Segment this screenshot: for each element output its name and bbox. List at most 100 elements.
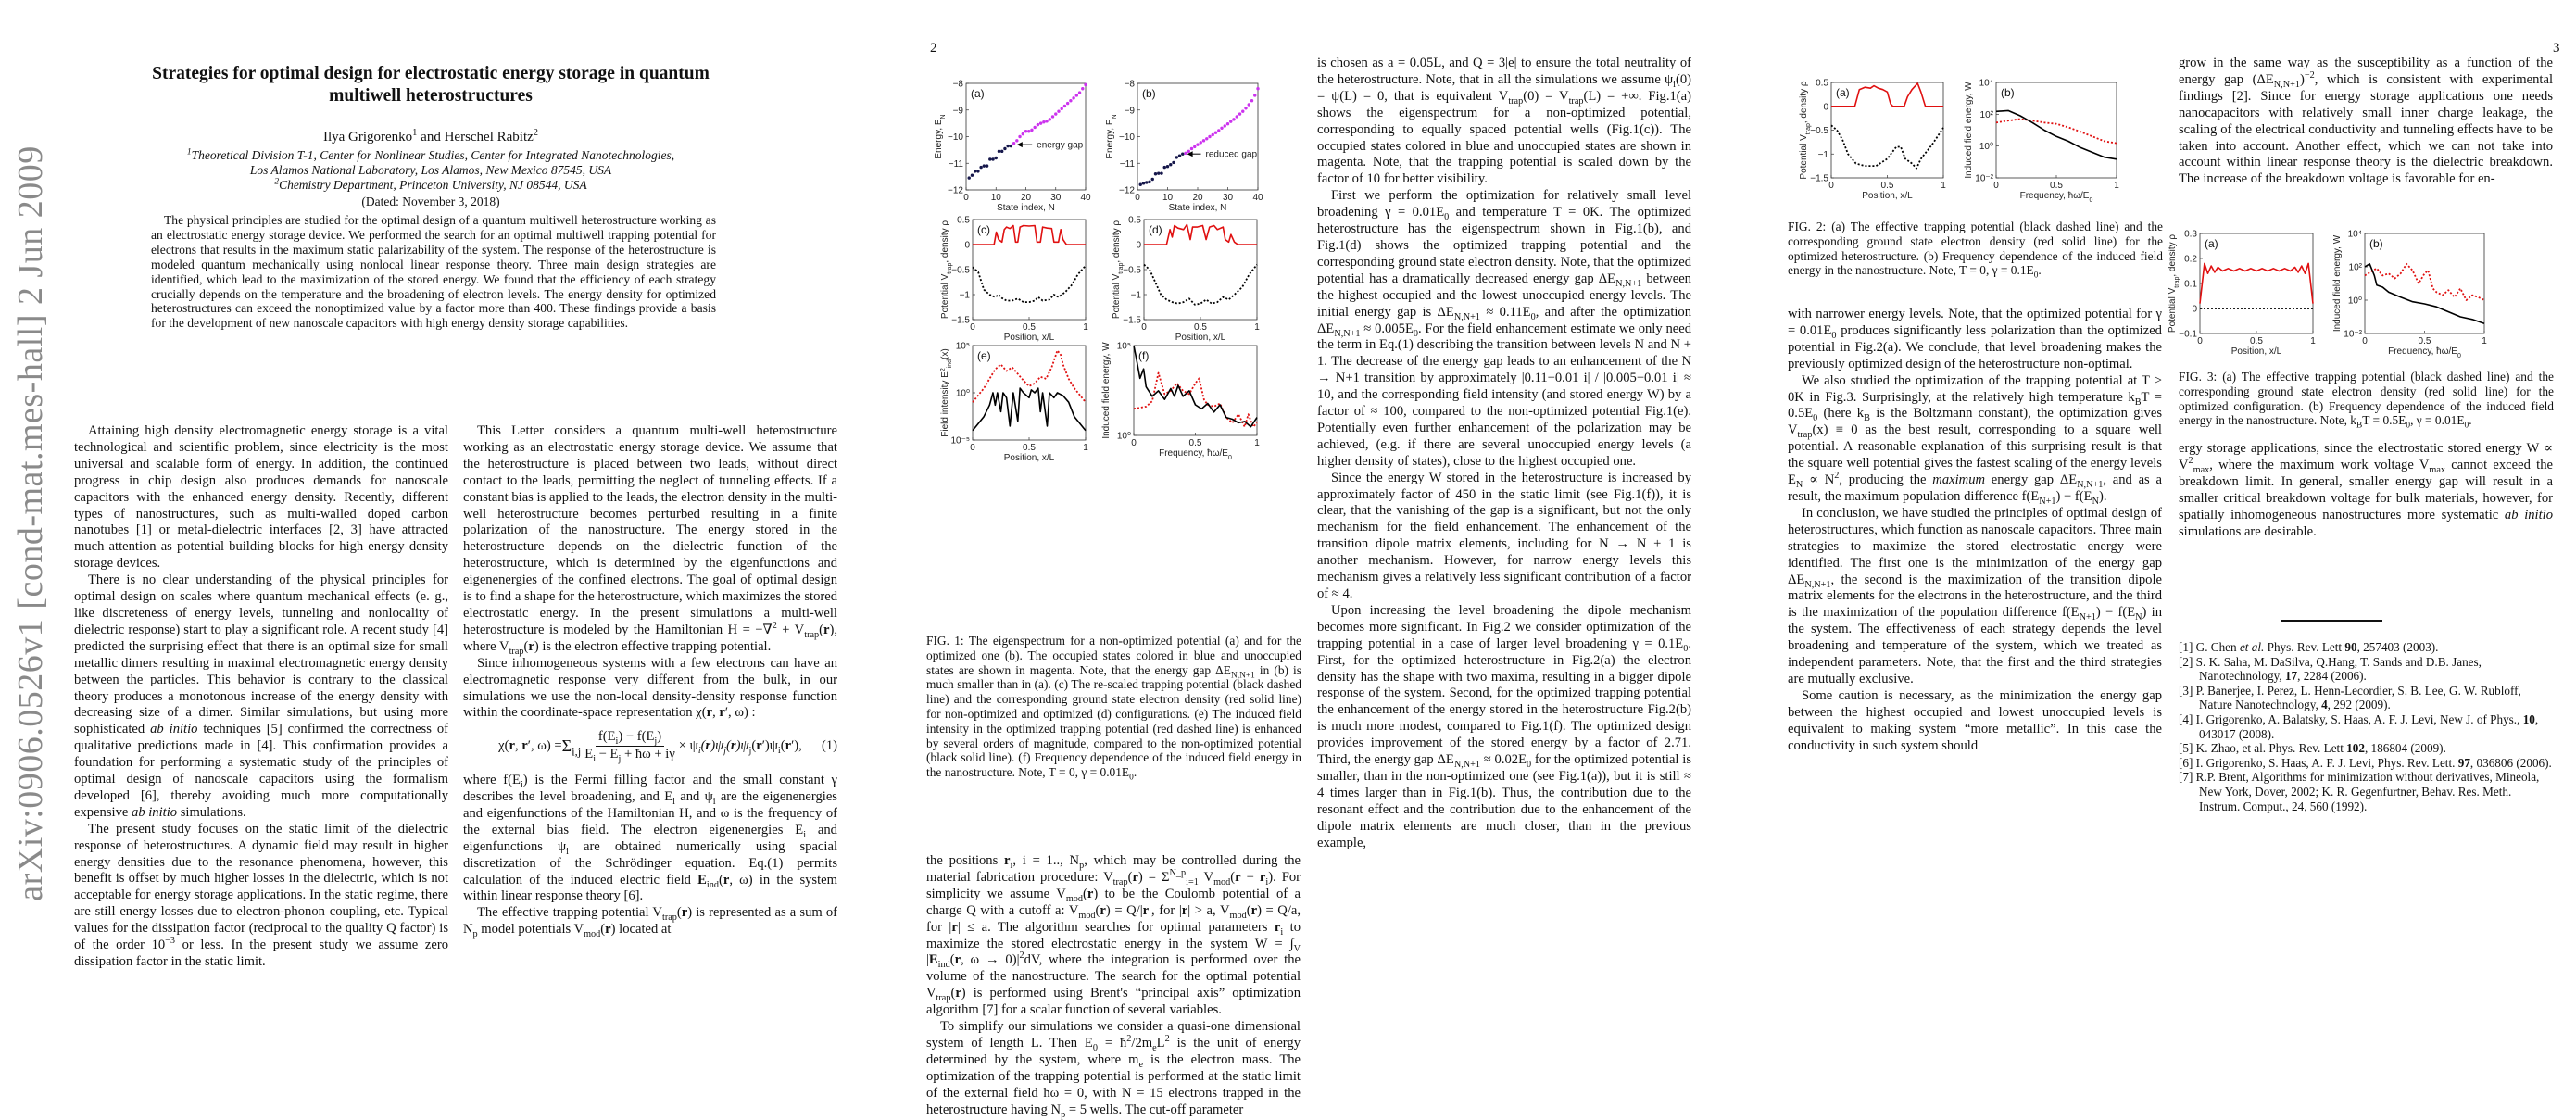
x-axis-label: State index, N [1169, 203, 1227, 213]
y-tick-label: 0 [964, 241, 970, 251]
data-point [1220, 126, 1224, 130]
data-point [1027, 130, 1031, 133]
page1-column-left: Attaining high density electromagnetic e… [74, 423, 448, 971]
paragraph: Some caution is necessary, as the minimi… [1788, 687, 2162, 753]
page2-column-right: is chosen as a = 0.05L, and Q = 3|e| to … [1317, 56, 1691, 852]
data-point [1074, 94, 1079, 97]
dashed-series-line [972, 265, 1087, 303]
dashed-series-line [1143, 263, 1258, 306]
y-tick-label: 10⁻² [1975, 174, 1993, 184]
y-axis-label: Induced field energy, W [1101, 342, 1112, 439]
data-point [1036, 122, 1040, 127]
panel-label: (c) [977, 223, 990, 236]
y-tick-label: 0.5 [957, 216, 970, 226]
y-tick-label: 10² [1980, 110, 1994, 120]
data-point [1169, 162, 1173, 167]
x-tick-label: 40 [1080, 193, 1091, 203]
data-point [988, 157, 992, 161]
solid-series-line [2199, 262, 2314, 304]
paragraph: We also studied the optimization of the … [1788, 372, 2163, 507]
y-tick-label: −8 [1125, 80, 1136, 90]
data-point [1187, 149, 1190, 154]
data-point [1165, 165, 1170, 169]
x-tick-label: 40 [1252, 193, 1263, 203]
data-point [1235, 115, 1238, 119]
annotation-label: energy gap [1037, 141, 1083, 151]
y-tick-label: 0.5 [1816, 79, 1828, 89]
panel-label: (b) [1142, 87, 1156, 100]
data-point [1193, 145, 1197, 149]
y-tick-label: 0.3 [2184, 230, 2197, 240]
y-tick-label: −1.5 [1810, 174, 1828, 184]
paragraph: In conclusion, we have studied the princ… [1788, 505, 2162, 686]
solid-series-line [2364, 263, 2485, 324]
arrow-head-icon [1016, 142, 1023, 148]
data-point [979, 165, 983, 170]
x-axis-label: Position, x/L [1175, 333, 1226, 343]
data-point [1175, 156, 1178, 159]
affiliation-line: 2Chemistry Department, Princeton Univers… [274, 177, 587, 192]
y-tick-label: −0.5 [1123, 266, 1141, 276]
data-point [1000, 149, 1004, 154]
paragraph: First we perform the optimization for re… [1317, 188, 1692, 469]
data-point [1241, 109, 1245, 113]
paragraph: grow in the same way as the susceptibili… [2179, 56, 2554, 187]
y-tick-label: −1.5 [1123, 316, 1141, 326]
solid-series-line [973, 224, 1086, 245]
y-tick-label: −1 [960, 291, 971, 301]
dashed-series-line [2364, 262, 2485, 301]
x-tick-label: 0.5 [1194, 322, 1207, 333]
equation-numerator: f(Ei) − f(Ej) [595, 729, 665, 748]
x-axis-label: Position, x/L [2231, 346, 2282, 357]
y-tick-label: 10⁻⁵ [950, 436, 970, 447]
x-tick-label: 1 [1254, 438, 1260, 448]
data-point [1160, 171, 1163, 175]
data-point [1006, 144, 1010, 148]
reference: [5] K. Zhao, et al. Phys. Rev. Lett 102,… [2179, 741, 2446, 756]
x-axis-label: Position, x/L [1004, 333, 1055, 343]
figure-1a: 0 10 20 30 40 −12 −11 −10 −9 −8 State index, N Ener… [934, 80, 1091, 214]
data-point [1247, 103, 1250, 107]
paragraph: To simplify our simulations we consider … [926, 1019, 1301, 1120]
data-point [1201, 139, 1206, 143]
panel-label: (d) [1149, 223, 1162, 236]
solid-series-line [1995, 109, 2117, 160]
page-number: 3 [2553, 41, 2560, 56]
x-tick-label: 0 [963, 193, 969, 203]
panel-label: (b) [2369, 237, 2383, 250]
y-tick-label: −12 [1119, 186, 1135, 196]
x-axis-label: State index, N [997, 203, 1055, 213]
date-line: (Dated: November 3, 2018) [361, 195, 500, 208]
figure-1f: 0 0.5 1 10⁰ 10⁵ Frequency, ħω/E0 Induced field… [1101, 342, 1260, 461]
data-point [1030, 128, 1034, 132]
y-axis-label: Potential Vtrap, density ρ [940, 220, 953, 319]
y-tick-label: 0.2 [2184, 255, 2197, 265]
paragraph: Since inhomogeneous systems with a few e… [463, 655, 837, 721]
x-tick-label: 0.5 [2419, 336, 2431, 346]
paragraph: with narrower energy levels. Note, that … [1788, 307, 2162, 371]
equation-1: χ(r, r′, ω) = Σi,j f(Ei) − f(Ej) Ei − Ej… [463, 729, 837, 763]
figure-1e: 0 0.5 1 10⁻⁵ 10⁰ 10⁵ Position, x/L Field intens… [940, 342, 1089, 464]
data-point [1054, 112, 1058, 116]
x-tick-label: 10 [991, 193, 1002, 203]
y-tick-label: 0.1 [2184, 280, 2197, 290]
dashed-series-line [1830, 124, 1944, 170]
x-tick-label: 0.5 [1189, 438, 1202, 448]
affiliations: 1Theoretical Division T-1, Center for No… [139, 148, 723, 193]
figure-2a: 0 0.5 1 −1.5 −1 −0.5 0 0.5 Position, x/L Potentia… [1799, 79, 1946, 202]
solid-series-line [1133, 345, 1258, 428]
data-point [976, 170, 980, 173]
paragraph: is chosen as a = 0.05L, and Q = 3|e| to … [1317, 56, 1691, 187]
data-point [1018, 134, 1022, 139]
data-point [1048, 118, 1051, 121]
y-axis-label: Induced field energy, W [1964, 82, 1974, 179]
y-tick-label: 0 [1823, 102, 1828, 112]
x-axis-label: Frequency, ħω/E0 [2388, 346, 2461, 359]
plot-svg: 0 10 20 30 40 −12 −11 −10 −9 −8 State index, N Ener… [1105, 80, 1263, 214]
data-point [967, 176, 971, 180]
figure-1c: 0 0.5 1 −1.5 −1 −0.5 0 0.5 Position, x/L Potentia… [940, 216, 1088, 344]
y-tick-label: 0 [1136, 241, 1141, 251]
y-tick-label: −0.5 [1810, 126, 1828, 136]
